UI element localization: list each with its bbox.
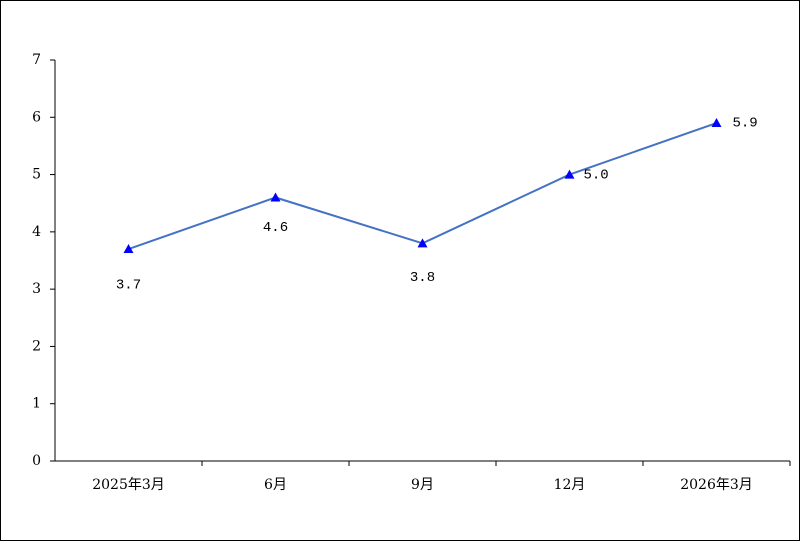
- data-label: 5.0: [584, 167, 609, 183]
- data-label: 3.7: [116, 278, 141, 294]
- marker: [123, 244, 134, 254]
- data-label: 4.6: [263, 220, 288, 236]
- y-tick-label: 2: [32, 338, 41, 354]
- y-tick-label: 0: [32, 453, 41, 469]
- data-label: 5.9: [733, 116, 758, 132]
- data-label: 3.8: [410, 270, 435, 286]
- marker: [711, 118, 722, 128]
- x-tick-label: 12月: [554, 477, 586, 493]
- x-tick-label: 2026年3月: [680, 477, 753, 493]
- x-tick-label: 9月: [411, 477, 434, 493]
- marker: [564, 169, 575, 179]
- y-tick-label: 3: [32, 281, 41, 297]
- x-tick-label: 6月: [264, 477, 287, 493]
- y-tick-label: 5: [32, 167, 41, 183]
- marker: [417, 238, 428, 248]
- y-tick-label: 7: [32, 52, 41, 68]
- marker: [270, 192, 281, 202]
- y-tick-label: 6: [32, 109, 41, 125]
- x-tick-label: 2025年3月: [92, 477, 165, 493]
- y-tick-label: 4: [32, 224, 41, 240]
- y-tick-label: 1: [32, 396, 41, 412]
